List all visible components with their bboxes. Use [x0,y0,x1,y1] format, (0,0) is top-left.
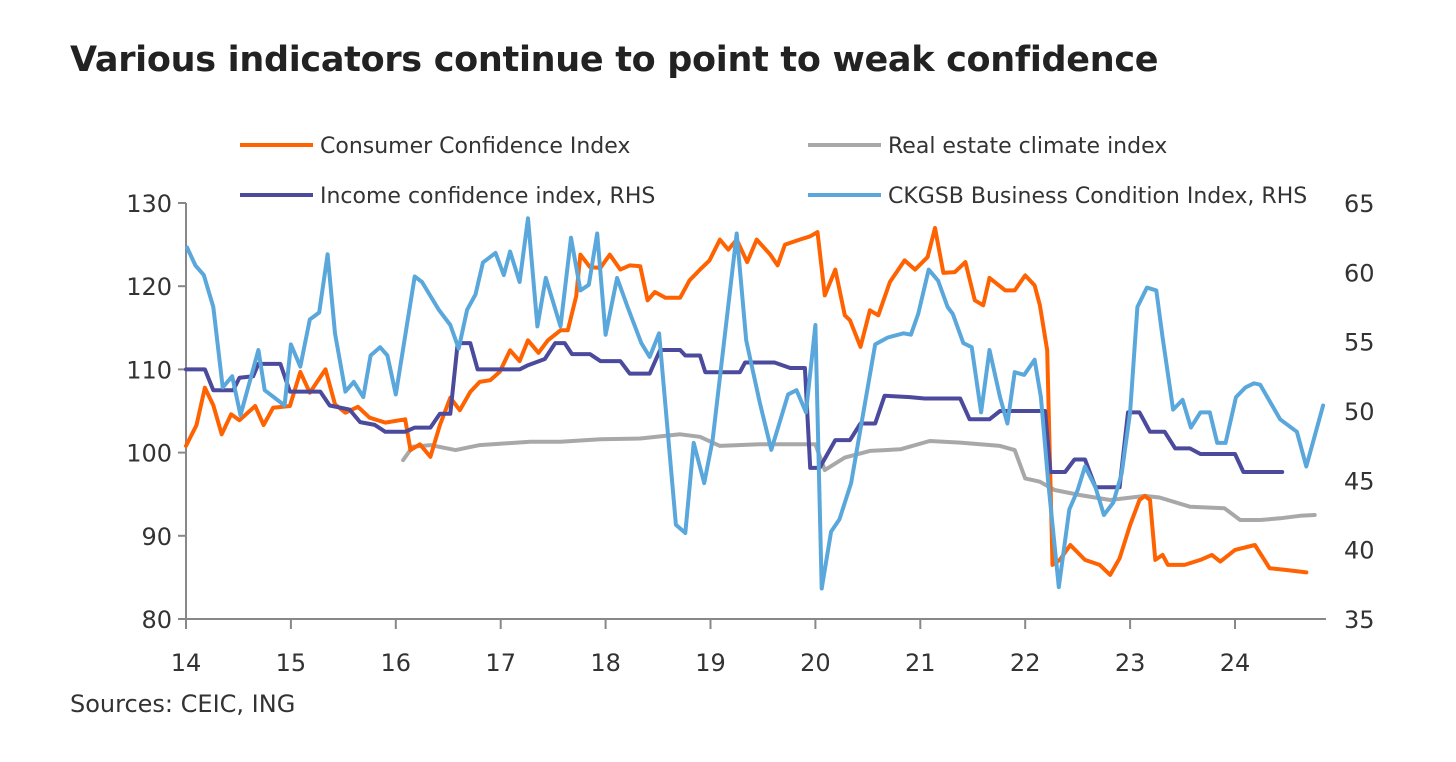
x-tick-label: 16 [381,649,412,677]
x-tick-label: 17 [485,649,516,677]
x-tick-label: 22 [1010,649,1041,677]
y-tick-label-right: 35 [1344,606,1375,634]
y-tick-label-right: 45 [1344,467,1375,495]
x-tick-label: 23 [1115,649,1146,677]
y-tick-label-right: 60 [1344,259,1375,287]
series-line-ckgsb-business-condition-index-rhs [185,216,1326,591]
y-tick-label-right: 65 [1344,190,1375,218]
x-tick-label: 19 [695,649,726,677]
y-tick-label-left: 80 [141,606,172,634]
y-tick-label-right: 50 [1344,398,1375,426]
y-tick-label-left: 120 [126,273,172,301]
legend-label: Consumer Confidence Index [320,134,630,159]
y-tick-label-left: 130 [126,190,172,218]
x-tick-label: 21 [905,649,936,677]
legend-label: CKGSB Business Condition Index, RHS [888,184,1307,209]
y-tick-label-right: 55 [1344,329,1375,357]
x-tick-label: 14 [171,649,202,677]
y-tick-label-left: 90 [141,523,172,551]
x-tick-label: 24 [1220,649,1251,677]
x-tick-label: 20 [800,649,831,677]
x-tick-label: 18 [590,649,621,677]
series-line-consumer-confidence-index [184,226,1309,577]
chart-title: Various indicators continue to point to … [70,40,1159,80]
y-tick-label-left: 110 [126,356,172,384]
series-line-income-confidence-index-rhs [184,341,1285,490]
legend-label: Income confidence index, RHS [320,184,655,209]
chart-source: Sources: CEIC, ING [70,690,296,718]
series-line-real-estate-climate-index [401,432,1317,522]
x-tick-label: 15 [276,649,307,677]
y-tick-label-left: 100 [126,440,172,468]
y-tick-label-right: 40 [1344,537,1375,565]
legend-label: Real estate climate index [888,134,1167,159]
